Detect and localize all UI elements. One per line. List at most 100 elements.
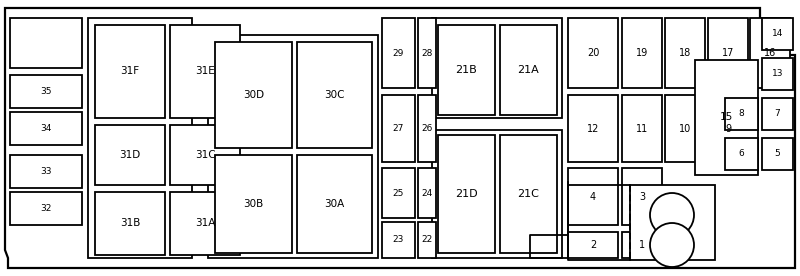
Bar [762, 18, 793, 50]
Bar [568, 232, 618, 258]
Bar [622, 232, 662, 258]
Bar [568, 168, 618, 225]
Text: 9: 9 [725, 123, 731, 134]
Bar [622, 18, 662, 88]
Text: 31D: 31D [119, 150, 141, 160]
Bar [170, 25, 240, 118]
Text: 27: 27 [393, 124, 404, 133]
Bar [418, 168, 436, 218]
Bar [708, 18, 748, 88]
Text: 34: 34 [40, 124, 52, 133]
Text: 30C: 30C [324, 90, 345, 100]
Text: 21C: 21C [518, 189, 539, 199]
Bar [382, 18, 415, 88]
Text: 18: 18 [679, 48, 691, 58]
Text: 16: 16 [764, 48, 776, 58]
Bar [622, 168, 662, 225]
Bar [10, 112, 82, 145]
Bar [568, 18, 618, 88]
Bar [297, 155, 372, 253]
Bar [10, 75, 82, 108]
Bar [665, 95, 705, 162]
Polygon shape [5, 8, 795, 268]
Text: 6: 6 [738, 150, 744, 158]
Bar [382, 168, 415, 218]
Text: 28: 28 [422, 49, 433, 57]
Bar [297, 42, 372, 148]
Bar [208, 35, 378, 258]
Bar [432, 18, 562, 118]
Text: 24: 24 [422, 189, 433, 198]
Bar [382, 222, 415, 258]
Bar [438, 135, 495, 253]
Text: 25: 25 [393, 189, 404, 198]
Bar [708, 95, 748, 162]
Text: 32: 32 [40, 204, 52, 213]
Text: 31E: 31E [195, 67, 215, 76]
Bar [382, 95, 415, 162]
Bar [418, 222, 436, 258]
Bar [762, 138, 793, 170]
Text: 33: 33 [40, 167, 52, 176]
Text: 21D: 21D [455, 189, 478, 199]
Bar [500, 135, 557, 253]
Bar [432, 130, 562, 258]
Bar [438, 25, 495, 115]
Bar [762, 98, 793, 130]
Text: 26: 26 [422, 124, 433, 133]
Bar [725, 138, 758, 170]
Bar [215, 42, 292, 148]
Text: 1: 1 [639, 240, 645, 250]
Bar [10, 18, 82, 68]
Text: 20: 20 [587, 48, 599, 58]
Bar [630, 185, 715, 260]
Bar [500, 25, 557, 115]
Bar [95, 125, 165, 185]
Bar [622, 95, 662, 162]
Text: 12: 12 [587, 123, 599, 134]
Bar [418, 18, 436, 88]
Bar [762, 58, 793, 90]
Text: 22: 22 [422, 235, 433, 245]
Text: 31A: 31A [195, 219, 215, 229]
Bar [665, 18, 705, 88]
Text: 30B: 30B [243, 199, 264, 209]
Text: 21B: 21B [456, 65, 478, 75]
Bar [95, 192, 165, 255]
Circle shape [650, 193, 694, 237]
Bar [568, 95, 618, 162]
Text: 10: 10 [679, 123, 691, 134]
Text: 15: 15 [720, 113, 733, 123]
Bar [10, 155, 82, 188]
Bar [170, 125, 240, 185]
Text: 31F: 31F [121, 67, 139, 76]
Circle shape [650, 223, 694, 267]
Bar [95, 25, 165, 118]
Text: 11: 11 [636, 123, 648, 134]
Bar [170, 192, 240, 255]
Bar [695, 60, 758, 175]
Bar [725, 98, 758, 130]
Text: 8: 8 [738, 110, 744, 118]
Text: 30D: 30D [243, 90, 264, 100]
Text: 7: 7 [774, 110, 780, 118]
Text: 2: 2 [590, 240, 596, 250]
Text: 17: 17 [722, 48, 734, 58]
Text: 4: 4 [590, 192, 596, 201]
Text: 30A: 30A [324, 199, 345, 209]
Bar [215, 155, 292, 253]
Text: 14: 14 [772, 30, 783, 38]
Text: 35: 35 [40, 87, 52, 96]
Text: 23: 23 [393, 235, 404, 245]
Text: 3: 3 [639, 192, 645, 201]
Text: 31C: 31C [194, 150, 215, 160]
Bar [418, 95, 436, 162]
Bar [750, 18, 790, 88]
Text: 13: 13 [772, 70, 783, 78]
Bar [10, 192, 82, 225]
Text: 19: 19 [636, 48, 648, 58]
Text: 21A: 21A [518, 65, 539, 75]
Text: 5: 5 [774, 150, 780, 158]
Text: 31B: 31B [120, 219, 140, 229]
Text: 29: 29 [393, 49, 404, 57]
